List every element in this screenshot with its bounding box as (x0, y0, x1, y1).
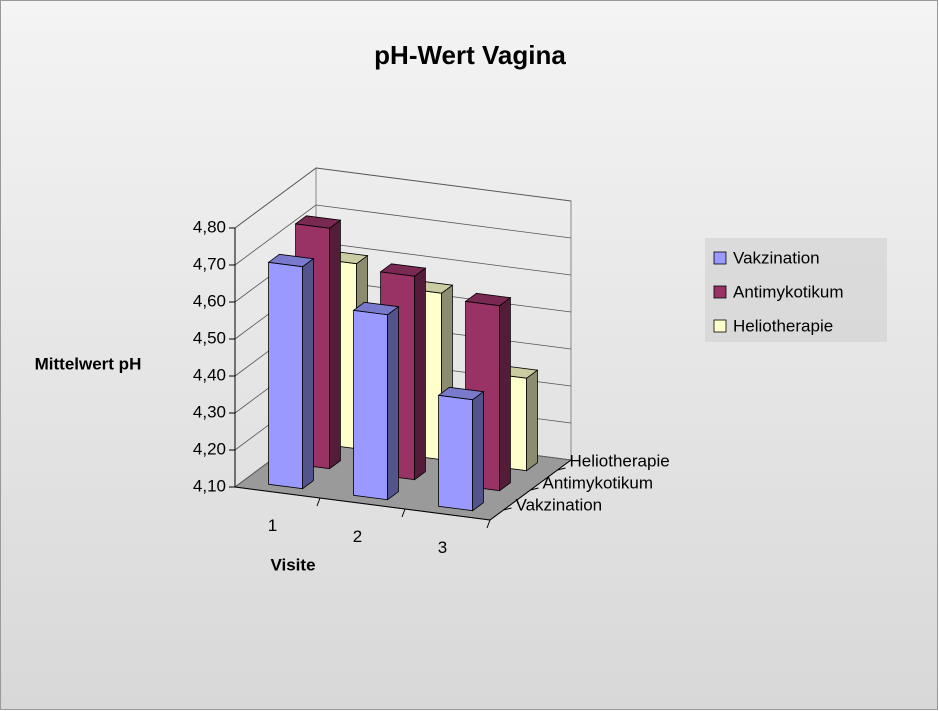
y-tick-label: 4,70 (193, 254, 226, 273)
legend-label: Antimykotikum (733, 282, 844, 301)
y-tick-label: 4,50 (193, 328, 226, 347)
z-tick-label: Antimykotikum (543, 473, 654, 492)
bar-top (379, 263, 427, 277)
y-tick-label: 4,10 (193, 476, 226, 495)
legend-swatch (713, 319, 727, 333)
z-tick (557, 467, 566, 471)
y-tick-label: 4,30 (193, 402, 226, 421)
legend-swatch (713, 285, 727, 299)
bar (437, 386, 485, 512)
bar-front (268, 261, 304, 490)
bar-top (437, 386, 485, 401)
bar-side (302, 257, 314, 490)
y-axis-title: Mittelwert pH (35, 354, 142, 373)
z-tick-label: Heliotherapie (570, 451, 670, 470)
x-tick (401, 508, 406, 518)
z-tick (530, 487, 539, 491)
bar-front (438, 394, 474, 512)
bar-side (472, 390, 484, 512)
bar-side (329, 219, 341, 470)
z-tick (503, 507, 512, 511)
x-tick-label: 1 (268, 516, 277, 535)
grid-line (234, 167, 572, 229)
legend-label: Vakzination (733, 248, 820, 267)
bar-side (387, 305, 399, 501)
bar-top (352, 301, 400, 316)
z-tick-label: Vakzination (516, 495, 603, 514)
legend-box (705, 238, 887, 342)
x-tick-label: 3 (438, 538, 447, 557)
x-tick-label: 2 (353, 527, 362, 546)
bar-side (499, 296, 511, 492)
bar-top (294, 215, 342, 229)
bar-top (267, 253, 315, 268)
x-axis (234, 486, 491, 521)
bar (267, 253, 315, 490)
bar (352, 301, 400, 501)
grid-line (234, 204, 572, 266)
y-tick-label: 4,20 (193, 439, 226, 458)
x-tick (486, 519, 491, 529)
x-tick (316, 497, 321, 507)
legend-swatch (713, 251, 727, 265)
x-axis-title: Visite (270, 555, 315, 574)
y-tick-label: 4,80 (193, 217, 226, 236)
bar-front (353, 309, 389, 501)
bar-side (526, 369, 538, 472)
bar-side (414, 267, 426, 481)
legend-label: Heliotherapie (733, 316, 833, 335)
y-tick-label: 4,40 (193, 365, 226, 384)
y-tick-label: 4,60 (193, 291, 226, 310)
bar-top (464, 292, 512, 307)
chart-title: pH-Wert Vagina (374, 40, 566, 70)
